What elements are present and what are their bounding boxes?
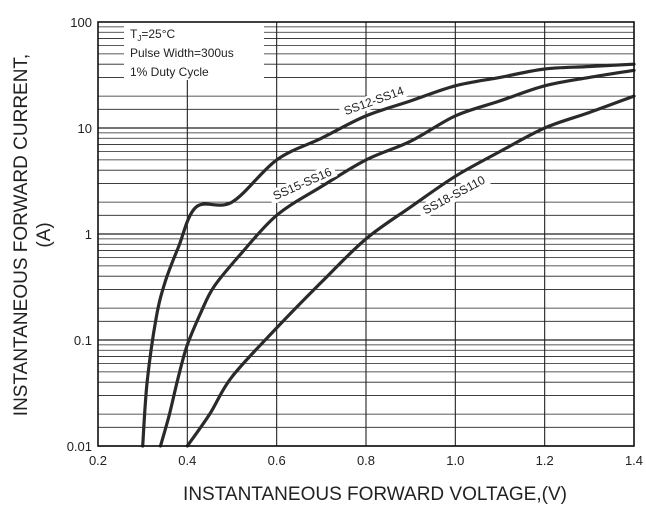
y-tick-label: 0.1 [74,333,92,348]
y-axis-title-line2: (A) [34,222,55,247]
x-tick-label: 0.6 [268,453,286,468]
plot-frame [97,21,635,447]
y-axis-title-line1: INSTANTANEOUS FORWARD CURRENT, [11,54,32,416]
x-tick-label: 1.4 [625,453,643,468]
x-tick-label: 1.0 [446,453,464,468]
y-tick-labels: 0.01 0.1 1 10 100 [67,15,92,454]
x-tick-label: 1.2 [536,453,554,468]
x-tick-label: 0.2 [89,453,107,468]
y-tick-label: 1 [85,227,92,242]
chart-grid [98,22,634,447]
series-line [185,94,636,448]
condition-temperature: TJ=25°C [130,27,175,43]
condition-pulse-width: Pulse Width=300us [130,46,234,60]
x-tick-label: 0.4 [178,453,196,468]
y-tick-label: 10 [78,121,92,136]
conditions-box-bg [124,22,264,80]
condition-duty-cycle: 1% Duty Cycle [130,65,209,79]
curve-label-bg [338,82,410,120]
x-axis-title: INSTANTANEOUS FORWARD VOLTAGE,(V) [183,484,567,505]
series-line [158,68,636,448]
series-line [141,62,636,448]
curve-label-bg [267,163,338,205]
y-tick-label: 0.01 [67,439,92,454]
curve-label-bg [416,170,492,220]
y-tick-label: 100 [70,15,92,30]
curve-label: SS18-SS110 [420,173,487,218]
chart-curves [141,62,636,448]
x-tick-label: 0.8 [357,453,375,468]
x-tick-labels: 0.2 0.4 0.6 0.8 1.0 1.2 1.4 [89,453,643,468]
